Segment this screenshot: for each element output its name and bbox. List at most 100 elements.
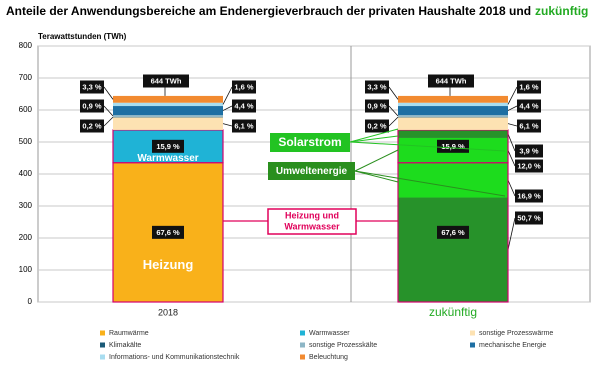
bar-segment: [113, 106, 223, 116]
segment-share-label-box: [517, 99, 541, 113]
label-connector: [222, 123, 233, 127]
annotation-connector: [354, 170, 399, 183]
segment-share-label: 16,9 %: [517, 191, 541, 200]
legend-swatch: [100, 342, 105, 348]
segment-share-label: 0,2 %: [367, 121, 387, 130]
legend-swatch: [100, 354, 105, 360]
x-tick-label: 2018: [158, 307, 178, 317]
label-connector: [507, 105, 518, 111]
total-label: 644 TWh: [151, 76, 182, 85]
bar-segment: [113, 95, 223, 103]
segment-share-label: 0,2 %: [82, 121, 102, 130]
annotation-box: [268, 162, 355, 180]
bar-segment: [398, 102, 508, 107]
segment-share-label-box: [152, 139, 184, 153]
annotation: Solarstrom: [278, 135, 341, 149]
segment-share-label-box: [515, 189, 543, 203]
y-tick-label: 400: [19, 169, 33, 178]
legend-label: Informations- und Kommunikationstechnik: [109, 354, 240, 361]
bar-segment: [398, 197, 508, 302]
segment-share-label: 67,6 %: [441, 228, 465, 237]
label-connector: [507, 133, 516, 152]
label-connector: [507, 179, 516, 197]
segment-share-label: 12,0 %: [517, 161, 541, 170]
legend-swatch: [470, 330, 475, 336]
bar-segment: [398, 117, 508, 130]
bar-segment: [398, 162, 508, 198]
segment-share-label: 3,9 %: [519, 146, 539, 155]
legend-label: Raumwärme: [109, 330, 149, 337]
segment-share-label: 3,3 %: [367, 82, 387, 91]
bar-segment: [113, 117, 223, 130]
bar-segment: [398, 129, 508, 138]
annotation: Heizung und: [285, 210, 339, 220]
legend-label: Warmwasser: [309, 330, 350, 337]
bar-segment: [113, 102, 223, 107]
segment-share-label-box: [365, 119, 389, 133]
segment-share-label: 15,9 %: [441, 142, 465, 151]
segment-share-label: 15,9 %: [156, 142, 180, 151]
segment-share-label-box: [365, 99, 389, 113]
segment-share-label: 6,1 %: [234, 121, 254, 130]
legend-swatch: [100, 330, 105, 336]
annotation: Warmwasser: [284, 221, 340, 231]
y-tick-label: 500: [19, 137, 33, 146]
y-axis-label: Terawattstunden (TWh): [38, 32, 127, 41]
bar-segment: [398, 115, 508, 117]
total-label: 644 TWh: [436, 76, 467, 85]
annotation-connector: [354, 149, 399, 172]
annotation-box: [270, 133, 350, 152]
label-connector: [507, 123, 518, 127]
legend-label: Beleuchtung: [309, 354, 348, 361]
label-connector: [507, 150, 516, 167]
segment-share-label: 6,1 %: [519, 121, 539, 130]
segment-share-label-box: [232, 99, 256, 113]
segment-share-label-box: [517, 80, 541, 94]
annotation: Umweltenergie: [276, 166, 348, 177]
x-tick-label: zukünftig: [429, 305, 477, 319]
segment-share-label-box: [80, 99, 104, 113]
segment-share-label: 67,6 %: [156, 228, 180, 237]
annotation-box: [267, 208, 357, 235]
legend-swatch: [470, 342, 475, 348]
segment-share-label: 4,4 %: [519, 101, 539, 110]
legend-swatch: [300, 342, 305, 348]
bar-segment: [398, 106, 508, 116]
bar-segment: [398, 95, 508, 103]
segment-share-label-box: [437, 225, 469, 239]
chart-title: Anteile der Anwendungsbereiche am Endene…: [6, 4, 531, 18]
segment-share-label: 0,9 %: [82, 101, 102, 110]
segment-share-label-box: [515, 159, 543, 173]
total-label-box: [143, 74, 189, 88]
segment-share-label-box: [365, 80, 389, 94]
segment-share-label-box: [517, 119, 541, 133]
segment-share-label: 4,4 %: [234, 101, 254, 110]
segment-share-label-box: [80, 80, 104, 94]
segment-share-label: 1,6 %: [519, 82, 539, 91]
label-connector: [388, 86, 399, 100]
annotation-connector: [349, 135, 399, 143]
segment-share-label-box: [232, 80, 256, 94]
legend-label: sonstige Prozesswärme: [479, 330, 553, 337]
label-connector: [222, 105, 233, 111]
label-connector: [507, 217, 516, 250]
segment-share-label: 1,6 %: [234, 82, 254, 91]
label-connector: [103, 105, 114, 117]
chart-title-highlight: zukünftig: [535, 4, 588, 18]
label-connector: [388, 105, 399, 117]
legend-label: sonstige Prozesskälte: [309, 342, 377, 349]
segment-share-label-box: [515, 144, 543, 158]
y-tick-label: 700: [19, 73, 33, 82]
label-connector: [103, 86, 114, 100]
legend-swatch: [300, 330, 305, 336]
label-connector: [388, 116, 399, 127]
segment-share-label: 50,7 %: [517, 213, 541, 222]
segment-share-label-box: [232, 119, 256, 133]
bar-segment: [113, 115, 223, 117]
segment-share-label-box: [437, 139, 469, 153]
y-tick-label: 100: [19, 265, 33, 274]
legend-label: mechanische Energie: [479, 342, 546, 349]
y-tick-label: 200: [19, 233, 33, 242]
y-tick-label: 600: [19, 105, 33, 114]
